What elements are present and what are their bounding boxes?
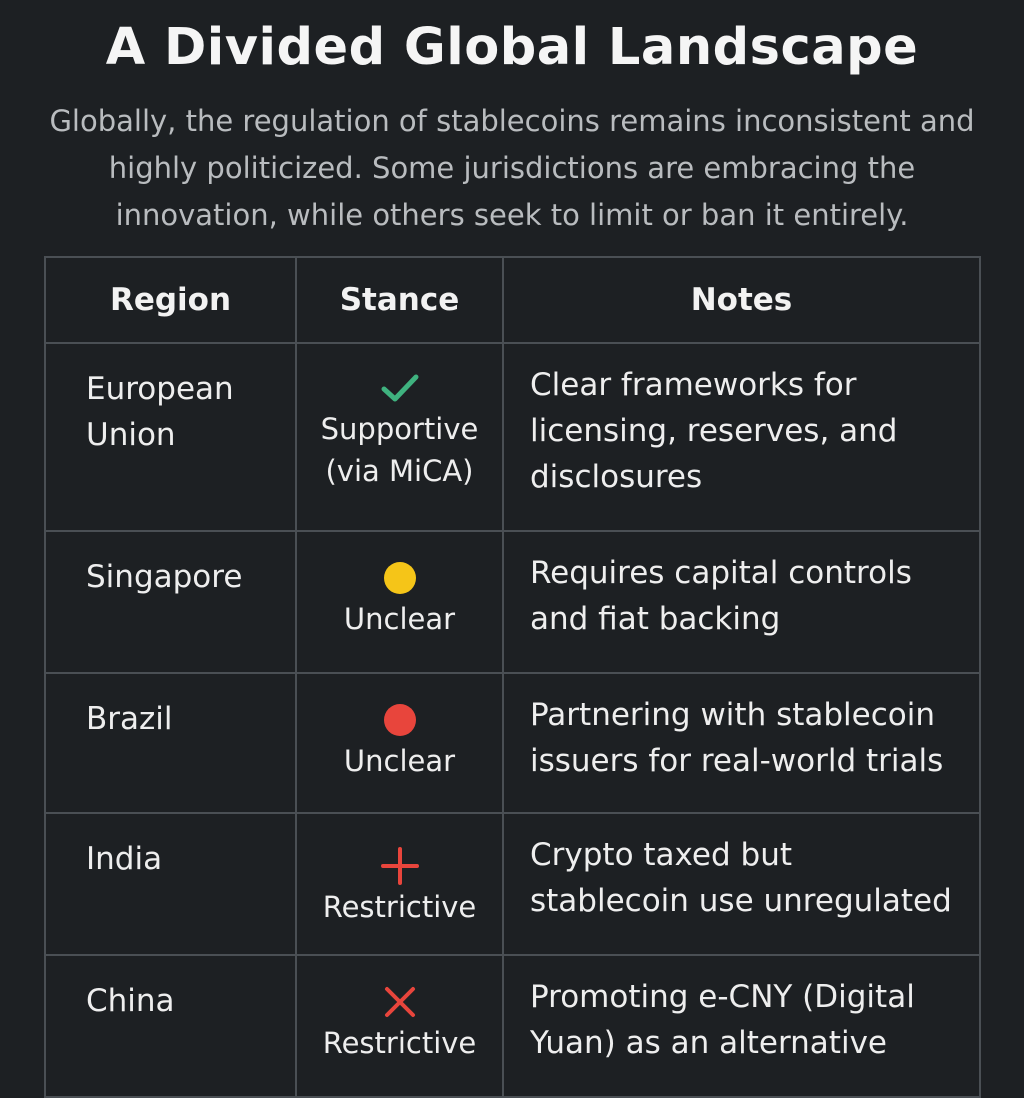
page-subtitle: Globally, the regulation of stablecoins … — [49, 104, 975, 232]
table-row: India Restrictive Crypto taxed but stabl… — [44, 812, 981, 956]
notes-cell: Crypto taxed but stablecoin use unregula… — [502, 812, 981, 956]
stance-cell: Unclear — [295, 672, 504, 814]
notes-cell: Clear frameworks for licensing, reserves… — [502, 342, 981, 532]
table-row: Brazil Unclear Partnering with stablecoi… — [44, 672, 981, 814]
stance-cell: Restrictive — [295, 954, 504, 1098]
notes-cell: Requires capital controls and fiat backi… — [502, 530, 981, 674]
x-icon — [384, 987, 415, 1017]
header-notes: Notes — [502, 256, 981, 344]
red-circle-icon — [383, 704, 416, 736]
stance-cell: Supportive (via MiCA) — [295, 342, 504, 532]
page-title: A Divided Global Landscape — [105, 18, 919, 77]
table-row: China Restrictive Promoting e-CNY (Digit… — [44, 954, 981, 1098]
regulation-table-container: Region Stance Notes European Union Suppo… — [44, 256, 981, 1098]
check-icon — [381, 374, 418, 402]
stance-cell: Restrictive — [295, 812, 504, 956]
table-header-row: Region Stance Notes — [44, 256, 981, 344]
yellow-circle-icon — [383, 562, 416, 594]
plus-icon — [380, 847, 419, 885]
stance-label: Supportive (via MiCA) — [320, 412, 479, 488]
region-cell: Singapore — [44, 530, 297, 674]
stance-cell: Unclear — [295, 530, 504, 674]
stance-label: Restrictive — [322, 890, 477, 924]
region-cell: India — [44, 812, 297, 956]
region-cell: China — [44, 954, 297, 1098]
stance-label: Unclear — [343, 602, 456, 636]
header-stance: Stance — [295, 256, 504, 344]
notes-cell: Promoting e-CNY (Digital Yuan) as an alt… — [502, 954, 981, 1098]
stance-label: Unclear — [343, 744, 456, 778]
region-cell: European Union — [44, 342, 297, 532]
regulation-table: Region Stance Notes European Union Suppo… — [44, 256, 981, 1098]
region-cell: Brazil — [44, 672, 297, 814]
notes-cell: Partnering with stablecoin issuers for r… — [502, 672, 981, 814]
table-row: European Union Supportive (via MiCA) Cle… — [44, 342, 981, 532]
header-region: Region — [44, 256, 297, 344]
table-row: Singapore Unclear Requires capital contr… — [44, 530, 981, 674]
stance-label: Restrictive — [322, 1026, 477, 1060]
